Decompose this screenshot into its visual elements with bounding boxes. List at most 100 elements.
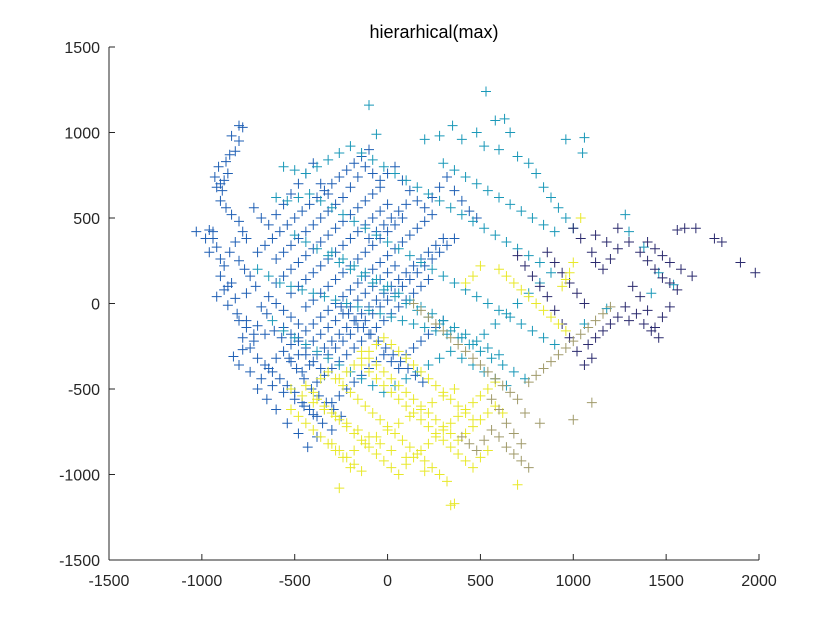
data-point — [534, 281, 545, 292]
data-point — [417, 377, 428, 388]
data-point — [598, 264, 608, 275]
data-point — [315, 260, 326, 271]
data-point — [334, 360, 345, 371]
data-point — [434, 130, 445, 141]
data-point — [230, 146, 241, 157]
data-point — [312, 161, 322, 172]
data-point — [315, 195, 326, 206]
data-point — [460, 171, 471, 182]
data-point — [542, 291, 553, 302]
data-point — [419, 134, 430, 145]
data-point — [445, 202, 456, 213]
data-point — [523, 250, 534, 261]
data-point — [386, 213, 397, 223]
data-point — [416, 336, 426, 347]
data-point — [289, 230, 300, 241]
data-point — [367, 277, 378, 288]
data-point — [315, 213, 326, 223]
data-point — [382, 226, 393, 237]
data-point — [312, 243, 322, 254]
data-point — [330, 295, 341, 306]
data-point — [516, 455, 527, 466]
data-point — [302, 442, 313, 453]
data-point — [230, 293, 241, 304]
data-point — [579, 298, 590, 309]
data-point — [419, 202, 430, 213]
data-point — [434, 247, 445, 258]
data-point — [438, 421, 449, 432]
data-point — [352, 322, 363, 333]
data-point — [449, 277, 460, 288]
data-point — [304, 189, 315, 200]
data-point — [245, 342, 256, 353]
data-point — [248, 202, 259, 213]
data-point — [568, 257, 579, 268]
data-point — [479, 223, 490, 234]
data-point — [404, 442, 415, 453]
data-point — [378, 332, 389, 343]
data-point — [646, 325, 657, 336]
data-point — [419, 466, 430, 477]
data-point — [453, 401, 464, 412]
data-point — [386, 339, 397, 350]
data-point — [605, 301, 616, 312]
data-point — [326, 438, 337, 449]
data-point — [624, 315, 634, 326]
data-point — [386, 462, 397, 473]
data-point — [260, 240, 270, 251]
data-point — [612, 312, 623, 323]
data-point — [508, 277, 519, 288]
data-point — [434, 469, 445, 480]
data-point — [516, 319, 527, 330]
data-point — [239, 264, 250, 275]
axes: -1500 -1000 -500 0 500 1000 1500 2000 -1500 -1000… — [59, 40, 777, 590]
data-point — [352, 425, 363, 436]
data-point — [650, 264, 660, 275]
data-point — [512, 250, 523, 261]
data-point — [453, 339, 464, 350]
data-point — [364, 353, 374, 364]
data-point — [579, 132, 590, 143]
data-point — [442, 476, 452, 487]
data-point — [549, 257, 560, 268]
data-point — [221, 202, 231, 213]
data-point — [219, 260, 230, 271]
data-point — [642, 255, 653, 266]
data-point — [531, 298, 542, 309]
data-point — [390, 219, 400, 230]
data-point — [364, 442, 374, 453]
data-point — [468, 397, 478, 408]
data-point — [312, 411, 322, 422]
data-point — [263, 291, 274, 302]
data-point — [527, 213, 538, 223]
data-point — [479, 141, 490, 152]
data-point — [423, 360, 434, 371]
data-point — [237, 332, 248, 343]
data-point — [494, 305, 504, 316]
data-point — [278, 387, 289, 398]
data-point — [546, 312, 556, 323]
data-point — [635, 247, 646, 258]
data-point — [234, 216, 244, 227]
data-point — [664, 277, 675, 288]
data-point — [345, 284, 356, 295]
data-point — [293, 192, 304, 203]
data-point — [334, 390, 345, 401]
data-point — [200, 233, 211, 244]
data-point — [393, 274, 404, 285]
data-point — [345, 264, 356, 275]
data-point — [430, 380, 441, 391]
data-point — [315, 363, 326, 374]
data-point — [299, 373, 309, 384]
data-point — [338, 380, 348, 391]
data-point — [371, 339, 382, 350]
data-point — [624, 226, 634, 237]
data-point — [568, 414, 579, 425]
data-point — [271, 254, 282, 265]
data-point — [523, 377, 534, 388]
data-point — [267, 366, 278, 377]
data-point — [308, 356, 319, 367]
data-point — [274, 277, 285, 288]
data-point — [234, 360, 244, 371]
data-point — [234, 255, 244, 266]
